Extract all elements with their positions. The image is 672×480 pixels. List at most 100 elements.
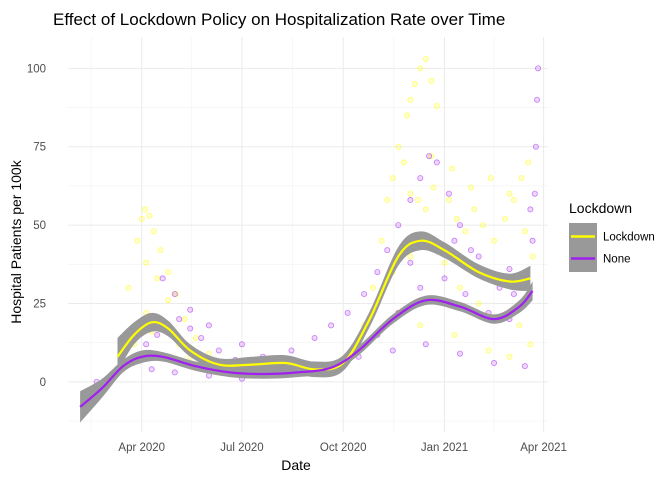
legend: Lockdown Lockdown None [569, 200, 655, 272]
data-point [181, 316, 188, 323]
data-point [378, 237, 385, 244]
data-point [428, 77, 435, 84]
data-point [532, 143, 539, 150]
data-point [125, 284, 132, 291]
data-point [417, 284, 424, 291]
scatter-points [93, 55, 542, 385]
data-point [138, 215, 145, 222]
data-point [134, 237, 141, 244]
data-point [506, 265, 513, 272]
data-point [527, 206, 534, 213]
data-point [142, 206, 149, 213]
tick-labels: 0 25 50 75 100 Apr 2020 Jul 2020 Oct 2020 Jan 20… [27, 63, 567, 454]
data-point [238, 341, 245, 348]
data-point [529, 237, 536, 244]
data-point [487, 175, 494, 182]
data-point [187, 306, 194, 313]
data-point [422, 341, 429, 348]
data-point [467, 247, 474, 254]
data-point [527, 341, 534, 348]
data-point [150, 228, 157, 235]
data-point [422, 55, 429, 62]
data-point [433, 102, 440, 109]
data-point [143, 259, 150, 266]
x-tick-label: Jul 2020 [220, 442, 263, 454]
data-point [159, 275, 166, 282]
data-point [215, 347, 222, 354]
data-point [143, 341, 150, 348]
data-point [475, 253, 482, 260]
data-point [518, 175, 525, 182]
grid [68, 37, 548, 432]
data-point [157, 247, 164, 254]
data-point [407, 197, 414, 204]
data-point [154, 331, 161, 338]
data-point [374, 269, 381, 276]
data-point [516, 322, 523, 329]
data-point [449, 165, 456, 172]
data-point [506, 353, 513, 360]
x-tick-label: Oct 2020 [320, 442, 367, 454]
legend-title: Lockdown [569, 200, 632, 216]
data-point [430, 184, 437, 191]
data-point [171, 369, 178, 376]
data-point [411, 81, 418, 88]
data-point [480, 222, 487, 229]
y-axis-title: Hospital Patients per 100k [8, 159, 24, 323]
data-point [445, 190, 452, 197]
data-point [311, 334, 318, 341]
data-point [426, 153, 433, 160]
data-point [344, 309, 351, 316]
data-point [491, 360, 498, 367]
y-tick-label: 75 [33, 142, 46, 154]
data-point [404, 112, 411, 119]
data-point [441, 259, 448, 266]
data-point [154, 275, 161, 282]
data-point [510, 291, 517, 298]
data-point [525, 159, 532, 166]
data-point [456, 284, 463, 291]
data-point [407, 253, 414, 260]
data-point [198, 334, 205, 341]
legend-label-none: None [603, 254, 631, 266]
data-point [407, 259, 414, 266]
data-point [462, 291, 469, 298]
data-point [417, 322, 424, 329]
data-point [369, 284, 376, 291]
data-point [165, 297, 172, 304]
x-tick-label: Apr 2021 [520, 442, 567, 454]
data-point [491, 237, 498, 244]
data-point [521, 228, 528, 235]
data-point [529, 253, 536, 260]
data-point [389, 347, 396, 354]
data-point [192, 334, 199, 341]
data-point [407, 96, 414, 103]
smooth-line-none [79, 290, 534, 408]
data-point [361, 291, 368, 298]
data-point [462, 228, 469, 235]
data-point [506, 190, 513, 197]
data-point [187, 325, 194, 332]
data-point [445, 197, 452, 204]
data-point [417, 175, 424, 182]
data-point [451, 331, 458, 338]
data-point [456, 350, 463, 357]
data-point [395, 222, 402, 229]
data-point [441, 275, 448, 282]
data-point [521, 363, 528, 370]
data-point [471, 206, 478, 213]
data-point [433, 159, 440, 166]
data-point [146, 212, 153, 219]
y-tick-label: 25 [33, 298, 46, 310]
smooth-lines [79, 239, 534, 408]
data-point [148, 366, 155, 373]
data-point [467, 184, 474, 191]
data-point [485, 347, 492, 354]
y-tick-label: 50 [33, 220, 46, 232]
x-tick-label: Jan 2021 [421, 442, 468, 454]
data-point [328, 322, 335, 329]
data-point [510, 197, 517, 204]
data-point [453, 215, 460, 222]
